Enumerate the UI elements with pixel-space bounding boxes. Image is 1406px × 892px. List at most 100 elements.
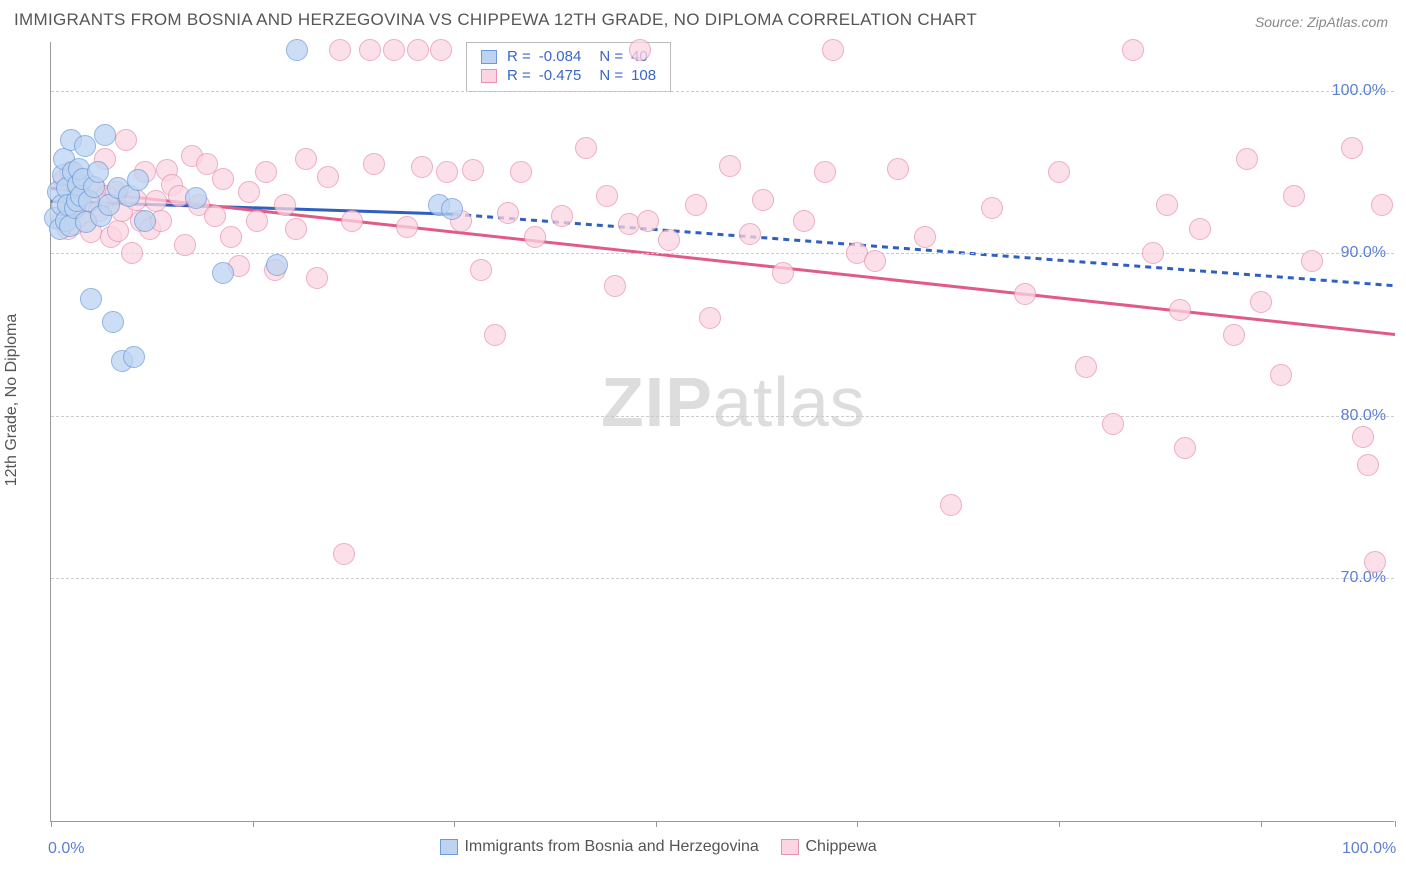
swatch-bosnia-icon bbox=[481, 50, 497, 64]
data-point bbox=[914, 226, 936, 248]
data-point bbox=[510, 161, 532, 183]
data-point bbox=[185, 187, 207, 209]
data-point bbox=[145, 190, 167, 212]
x-tick-mark bbox=[857, 821, 858, 827]
x-tick-mark bbox=[1059, 821, 1060, 827]
data-point bbox=[127, 169, 149, 191]
data-point bbox=[174, 234, 196, 256]
data-point bbox=[274, 194, 296, 216]
data-point bbox=[255, 161, 277, 183]
data-point bbox=[752, 189, 774, 211]
x-tick-mark bbox=[51, 821, 52, 827]
chart-title: IMMIGRANTS FROM BOSNIA AND HERZEGOVINA V… bbox=[14, 10, 977, 30]
data-point bbox=[1357, 454, 1379, 476]
data-point bbox=[772, 262, 794, 284]
n-label: N = bbox=[595, 66, 627, 85]
data-point bbox=[306, 267, 328, 289]
data-point bbox=[1250, 291, 1272, 313]
n-value-chippewa: 108 bbox=[627, 66, 660, 85]
data-point bbox=[887, 158, 909, 180]
data-point bbox=[814, 161, 836, 183]
data-point bbox=[317, 166, 339, 188]
data-point bbox=[658, 229, 680, 251]
swatch-bosnia-icon bbox=[440, 839, 458, 855]
data-point bbox=[94, 124, 116, 146]
data-point bbox=[1236, 148, 1258, 170]
data-point bbox=[285, 218, 307, 240]
data-point bbox=[793, 210, 815, 232]
series-legend: Immigrants from Bosnia and Herzegovina C… bbox=[440, 838, 877, 856]
data-point bbox=[1102, 413, 1124, 435]
y-tick-label: 100.0% bbox=[1332, 82, 1386, 100]
x-tick-mark bbox=[1261, 821, 1262, 827]
data-point bbox=[212, 262, 234, 284]
plot-area: ZIPatlas R = -0.084 N = 40 R = -0.475 N … bbox=[50, 42, 1394, 822]
legend-label-bosnia: Immigrants from Bosnia and Herzegovina bbox=[464, 838, 758, 855]
legend-label-chippewa: Chippewa bbox=[806, 838, 877, 855]
y-tick-label: 80.0% bbox=[1341, 407, 1386, 425]
data-point bbox=[430, 39, 452, 61]
data-point bbox=[739, 223, 761, 245]
data-point bbox=[1341, 137, 1363, 159]
data-point bbox=[121, 242, 143, 264]
data-point bbox=[266, 254, 288, 276]
swatch-chippewa-icon bbox=[781, 839, 799, 855]
data-point bbox=[864, 250, 886, 272]
data-point bbox=[604, 275, 626, 297]
data-point bbox=[441, 198, 463, 220]
data-point bbox=[1174, 437, 1196, 459]
data-point bbox=[462, 159, 484, 181]
data-point bbox=[1301, 250, 1323, 272]
data-point bbox=[1169, 299, 1191, 321]
data-point bbox=[359, 39, 381, 61]
data-point bbox=[629, 39, 651, 61]
data-point bbox=[286, 39, 308, 61]
data-point bbox=[575, 137, 597, 159]
data-point bbox=[524, 226, 546, 248]
data-point bbox=[107, 220, 129, 242]
data-point bbox=[80, 288, 102, 310]
data-point bbox=[637, 210, 659, 232]
data-point bbox=[383, 39, 405, 61]
data-point bbox=[1156, 194, 1178, 216]
data-point bbox=[981, 197, 1003, 219]
gridline-h bbox=[51, 416, 1394, 417]
data-point bbox=[87, 161, 109, 183]
data-point bbox=[1283, 185, 1305, 207]
data-point bbox=[1075, 356, 1097, 378]
data-point bbox=[363, 153, 385, 175]
data-point bbox=[246, 210, 268, 232]
x-tick-mark bbox=[454, 821, 455, 827]
data-point bbox=[407, 39, 429, 61]
data-point bbox=[333, 543, 355, 565]
data-point bbox=[396, 216, 418, 238]
data-point bbox=[115, 129, 137, 151]
data-point bbox=[1014, 283, 1036, 305]
data-point bbox=[1122, 39, 1144, 61]
y-tick-label: 90.0% bbox=[1341, 244, 1386, 262]
data-point bbox=[436, 161, 458, 183]
x-tick-mark bbox=[1395, 821, 1396, 827]
data-point bbox=[1352, 426, 1374, 448]
data-point bbox=[134, 210, 156, 232]
data-point bbox=[1048, 161, 1070, 183]
data-point bbox=[295, 148, 317, 170]
data-point bbox=[596, 185, 618, 207]
data-point bbox=[940, 494, 962, 516]
n-label: N = bbox=[595, 47, 627, 66]
x-tick-label-right: 100.0% bbox=[1342, 840, 1396, 858]
data-point bbox=[212, 168, 234, 190]
data-point bbox=[74, 135, 96, 157]
data-point bbox=[238, 181, 260, 203]
gridline-h bbox=[51, 253, 1394, 254]
x-tick-label-left: 0.0% bbox=[48, 840, 84, 858]
data-point bbox=[123, 346, 145, 368]
gridline-h bbox=[51, 578, 1394, 579]
data-point bbox=[719, 155, 741, 177]
data-point bbox=[411, 156, 433, 178]
gridline-h bbox=[51, 91, 1394, 92]
data-point bbox=[1189, 218, 1211, 240]
r-label: R = bbox=[503, 47, 535, 66]
data-point bbox=[204, 205, 226, 227]
correlation-row-chippewa: R = -0.475 N = 108 bbox=[477, 66, 660, 85]
